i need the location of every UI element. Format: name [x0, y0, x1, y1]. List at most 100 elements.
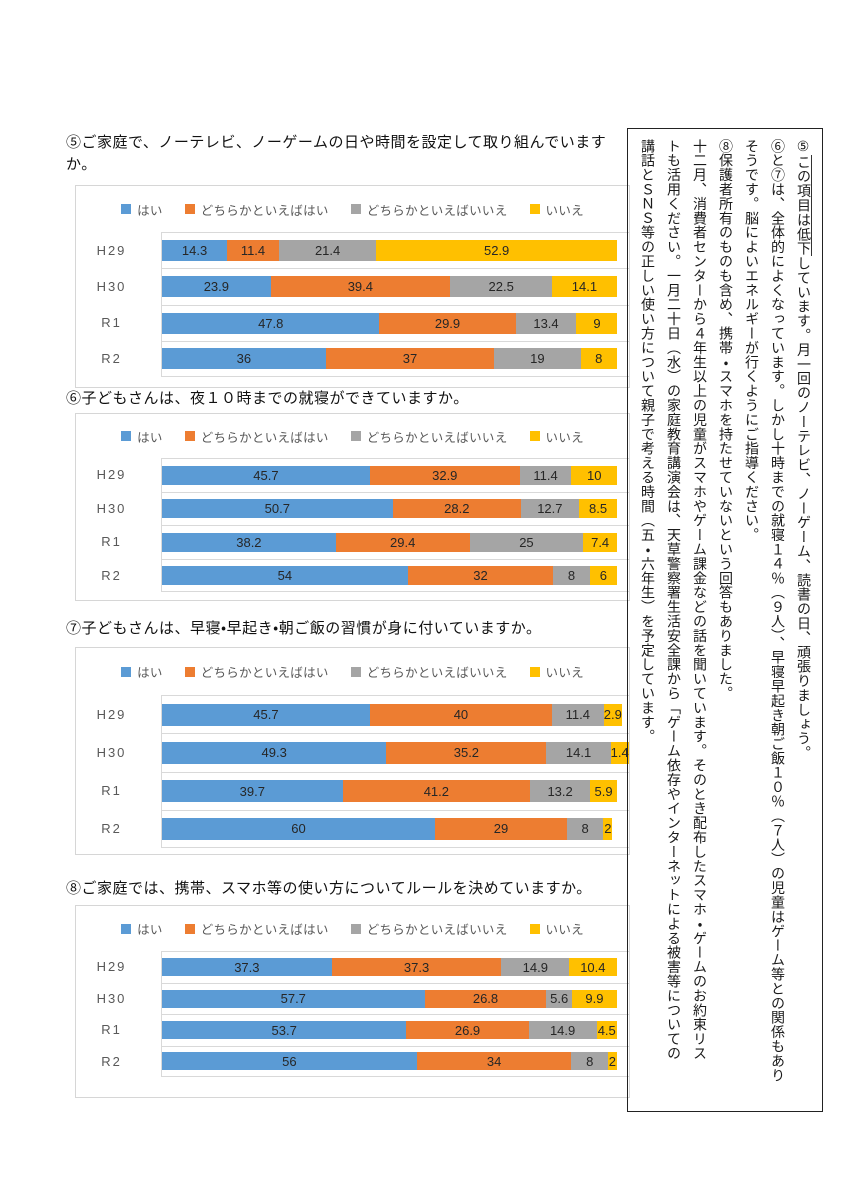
category-label: H29	[96, 242, 127, 258]
stacked-bar: 49.3 35.2 14.1 1.4	[162, 741, 629, 764]
legend-item: どちらかといえばはい	[184, 919, 329, 938]
bar-segment: 10	[571, 465, 617, 485]
segment-value-label: 23.9	[203, 279, 230, 295]
category-label: R1	[101, 783, 122, 799]
category-label: H30	[96, 990, 127, 1006]
stacked-bar: 37.3 37.3 14.9 10.4	[162, 958, 617, 977]
legend-swatch-icon	[184, 204, 195, 214]
segment-value-label: 2	[604, 821, 612, 837]
category-row: R1 53.7 26.9 14.9 4.5	[76, 1014, 629, 1046]
segment-value-label: 2	[608, 1053, 617, 1069]
bar-segment: 14.9	[501, 958, 570, 977]
segment-value-label: 4.5	[597, 1022, 616, 1038]
bar-segment: 14.3	[162, 240, 228, 262]
legend-label: どちらかといえばいいえ	[366, 666, 508, 680]
legend-item: はい	[121, 427, 163, 446]
segment-value-label: 56	[282, 1053, 297, 1069]
legend-swatch-icon	[121, 666, 132, 677]
legend-swatch-icon	[529, 431, 540, 441]
legend-swatch-icon	[350, 204, 361, 214]
stacked-bar: 57.7 26.8 5.6 9.9	[162, 989, 617, 1008]
bar-segment: 38.2	[162, 532, 336, 552]
bar-segment: 53.7	[162, 1021, 407, 1040]
bar-track: 47.8 29.9 13.4 9	[161, 304, 629, 341]
legend-label: どちらかといえばいいえ	[366, 203, 508, 218]
chart-section-3: ⑦子どもさんは、早寝・早起き・朝ご飯の習慣が身に付いていますか。 はい どちらかとい…	[66, 618, 632, 855]
bar-segment: 1.4	[610, 741, 629, 764]
chart-legend: はい どちらかといえばはい どちらかといえばいいえ いいえ	[76, 414, 629, 458]
category-label: H29	[96, 959, 127, 975]
bar-track: 56 34 8 2	[161, 1045, 629, 1077]
vertical-text-column: ⑧保護者所有のものも含め、携帯・スマホを持たせていないという回答もありました。	[717, 139, 732, 701]
segment-value-label: 22.5	[488, 279, 514, 295]
legend-swatch-icon	[350, 431, 361, 441]
legend-item: はい	[121, 200, 163, 219]
segment-value-label: 6	[599, 567, 607, 583]
bar-segment: 13.2	[530, 780, 591, 803]
bar-segment: 25	[469, 532, 584, 552]
segment-value-label: 10	[586, 467, 602, 483]
stacked-bar: 45.7 32.9 11.4 10	[162, 465, 617, 485]
segment-value-label: 13.2	[547, 783, 573, 799]
segment-value-label: 32	[473, 567, 488, 583]
bar-segment: 11.4	[227, 240, 279, 262]
legend-item: どちらかといえばいいえ	[350, 200, 508, 219]
legend-item: いいえ	[529, 919, 584, 938]
bar-segment: 8.5	[578, 499, 618, 519]
bar-segment: 29.9	[379, 312, 516, 334]
legend-item: いいえ	[529, 427, 584, 446]
bar-segment: 2	[607, 1052, 617, 1071]
bar-track: 49.3 35.2 14.1 1.4	[161, 733, 629, 772]
bar-segment: 2	[603, 817, 613, 840]
segment-value-label: 37.3	[403, 959, 430, 975]
category-label: R1	[101, 534, 122, 550]
segment-value-label: 5.6	[550, 991, 569, 1007]
bar-segment: 32	[407, 565, 554, 585]
legend-label: いいえ	[545, 203, 584, 218]
segment-value-label: 1.4	[610, 745, 629, 761]
legend-swatch-icon	[184, 431, 195, 441]
bar-track: 57.7 26.8 5.6 9.9	[161, 982, 629, 1014]
vertical-text-column: 十二月、消費者センターから４年生以上の児童がスマホやゲーム課金などの話を聞いてい…	[691, 139, 706, 1061]
bar-segment: 39.4	[270, 276, 450, 298]
bar-segment: 60	[162, 817, 435, 840]
segment-value-label: 9	[593, 315, 601, 331]
segment-value-label: 14.3	[181, 243, 208, 259]
legend-item: どちらかといえばはい	[184, 662, 329, 681]
segment-value-label: 14.9	[522, 959, 548, 975]
bar-segment: 21.4	[278, 240, 377, 262]
bar-segment: 57.7	[162, 989, 425, 1008]
category-row: H29 45.7 32.9 11.4 10	[76, 458, 629, 492]
legend-swatch-icon	[529, 923, 540, 934]
bar-segment: 36	[162, 348, 326, 370]
bar-segment: 22.5	[450, 276, 553, 298]
chart-legend: はい どちらかといえばはい どちらかといえばいいえ いいえ	[76, 648, 629, 695]
segment-value-label: 29	[493, 821, 509, 837]
legend-item: いいえ	[529, 662, 584, 681]
segment-value-label: 13.4	[533, 315, 559, 331]
category-row: R1 38.2 29.4 25 7.4	[76, 525, 629, 559]
bar-segment: 10.4	[569, 958, 617, 977]
segment-value-label: 8	[567, 567, 576, 583]
stacked-bar: 38.2 29.4 25 7.4	[162, 532, 617, 552]
segment-value-label: 26.9	[454, 1022, 481, 1038]
bar-track: 39.7 41.2 13.2 5.9	[161, 771, 629, 810]
legend-label: どちらかといえばいいえ	[366, 430, 508, 445]
legend-label: はい	[137, 203, 163, 218]
bar-segment: 4.5	[596, 1021, 617, 1040]
stacked-bar: 56 34 8 2	[162, 1052, 617, 1071]
category-label: H29	[96, 467, 127, 483]
category-row: R2 36 37 19 8	[76, 340, 629, 377]
bar-segment: 7.4	[583, 532, 617, 552]
bar-segment: 35.2	[386, 741, 547, 764]
vertical-text-column: そうです。脳によいエネルギーが行くようにご指導ください。	[743, 139, 758, 543]
segment-value-label: 47.8	[258, 315, 284, 331]
bar-segment: 50.7	[162, 499, 393, 519]
stacked-bar: 53.7 26.9 14.9 4.5	[162, 1021, 617, 1040]
legend-item: どちらかといえばはい	[184, 200, 329, 219]
category-row: H29 14.3 11.4 21.4 52.9	[76, 232, 629, 269]
segment-value-label: 49.3	[261, 745, 287, 761]
segment-value-label: 60	[291, 821, 306, 837]
bar-segment: 37.3	[162, 958, 332, 977]
category-row: R2 60 29 8 2	[76, 809, 629, 848]
